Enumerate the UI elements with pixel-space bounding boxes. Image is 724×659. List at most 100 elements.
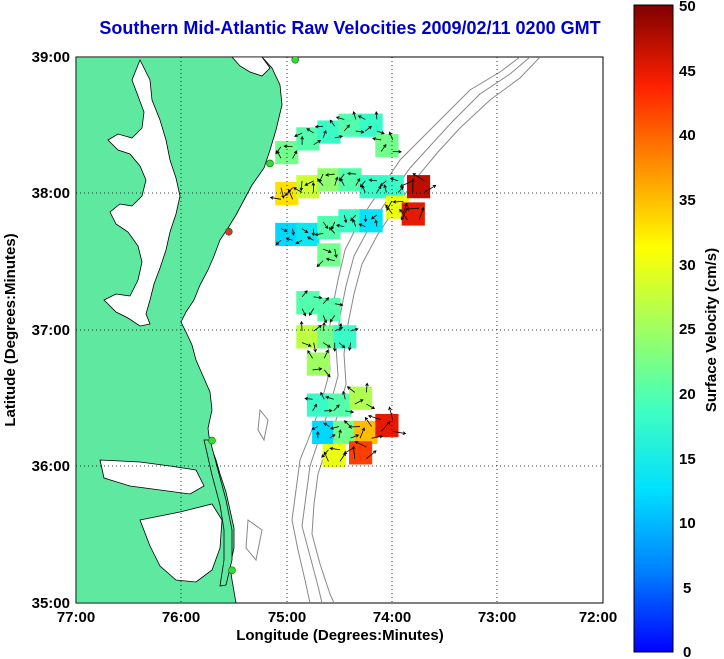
x-tick-label: 77:00 <box>57 609 95 626</box>
velocity-cell <box>406 175 431 199</box>
colorbar-tick-label: 10 <box>679 515 696 532</box>
velocity-vector <box>354 399 364 405</box>
velocity-vector <box>323 349 329 359</box>
velocity-vector <box>294 132 303 138</box>
velocity-vector <box>313 139 322 146</box>
velocity-vector <box>292 150 298 159</box>
velocity-vector <box>374 111 379 120</box>
velocity-vector <box>329 434 336 439</box>
velocity-cell <box>338 113 362 137</box>
velocity-vector <box>323 451 329 462</box>
velocity-vector <box>352 110 357 120</box>
velocity-vector <box>280 187 285 199</box>
x-axis-label: Longitude (Degrees:Minutes) <box>236 627 444 644</box>
velocity-vector <box>316 430 320 439</box>
velocity-vector <box>309 308 315 317</box>
velocity-vector <box>304 396 313 401</box>
pamlico-sound <box>139 503 223 583</box>
velocity-vector <box>412 173 425 182</box>
velocity-vector <box>285 237 293 241</box>
velocity-vector <box>358 223 366 227</box>
velocity-vector <box>418 206 425 220</box>
velocity-vector <box>323 369 331 378</box>
velocity-vector <box>332 342 337 352</box>
velocity-vector <box>348 342 352 351</box>
velocity-vector <box>333 404 340 412</box>
velocity-vector <box>325 173 335 177</box>
velocity-cell <box>312 420 336 444</box>
velocity-vector <box>330 221 336 230</box>
colorbar-gradient <box>633 4 674 653</box>
velocity-vector <box>376 185 382 193</box>
velocity-cell <box>338 209 362 233</box>
velocity-cell <box>348 441 373 465</box>
velocity-vector <box>411 178 415 193</box>
velocity-vector <box>334 249 338 259</box>
radar-station-marker <box>225 227 233 236</box>
velocity-vector <box>323 422 330 427</box>
velocity-vector <box>334 302 344 307</box>
velocity-vector <box>343 214 348 224</box>
velocity-vector <box>312 367 323 371</box>
velocity-vector <box>383 184 387 193</box>
colorbar-tick-label: 35 <box>679 192 696 209</box>
velocity-vector <box>322 321 326 332</box>
velocity-vector <box>400 207 408 221</box>
velocity-vector <box>390 177 399 182</box>
velocity-vector <box>355 130 365 134</box>
velocity-cell <box>327 393 352 417</box>
y-axis: 39:00 38:00 37:00 36:00 35:00 Latitude (… <box>2 49 70 612</box>
velocity-vector <box>405 207 420 211</box>
velocity-vector <box>354 441 367 448</box>
velocity-vector <box>343 420 351 427</box>
map-title: Southern Mid-Atlantic Raw Velocities 200… <box>99 18 601 38</box>
colorbar-tick-label: 20 <box>679 386 696 403</box>
velocity-cell <box>333 420 357 444</box>
velocity-vector <box>399 180 413 187</box>
velocity-vector <box>345 410 355 414</box>
velocity-vector <box>313 324 322 332</box>
velocity-vector <box>350 434 360 439</box>
velocity-vector <box>314 124 324 129</box>
velocity-vector <box>300 135 304 145</box>
x-tick-label: 73:00 <box>478 609 516 626</box>
velocity-vector <box>366 403 376 410</box>
velocity-vector <box>283 144 293 149</box>
y-tick-label: 39:00 <box>32 49 70 66</box>
velocity-vector <box>324 408 333 413</box>
velocity-vector <box>306 128 314 134</box>
radar-station-marker <box>291 57 300 64</box>
velocity-vector <box>352 218 357 227</box>
velocity-vector <box>304 180 314 186</box>
x-tick-label: 74:00 <box>373 609 411 626</box>
velocity-vector <box>314 232 324 237</box>
velocity-vector <box>335 116 345 120</box>
velocity-vector <box>313 295 323 300</box>
outer-banks <box>203 439 233 587</box>
velocity-vector <box>295 239 303 245</box>
radar-station-marker <box>208 436 216 445</box>
velocity-vector <box>329 119 336 127</box>
velocity-vector <box>346 386 356 393</box>
velocity-vector <box>338 429 342 439</box>
velocity-vector <box>322 221 329 230</box>
velocity-vector <box>311 426 319 430</box>
velocity-vector <box>367 414 382 421</box>
radar-stations <box>208 57 300 575</box>
velocity-cell <box>317 168 341 192</box>
velocity-vector <box>338 322 343 332</box>
velocity-vector <box>301 342 312 347</box>
velocity-vector <box>357 115 366 120</box>
y-tick-label: 37:00 <box>32 322 70 339</box>
velocity-vector <box>343 124 350 132</box>
velocity-vector <box>361 184 366 193</box>
velocity-vector <box>334 135 344 139</box>
velocity-vector <box>299 180 304 192</box>
colorbar-tick-label: 50 <box>679 0 696 15</box>
velocity-vector <box>306 236 314 241</box>
velocity-cell <box>333 325 357 349</box>
velocity-vector <box>301 290 308 298</box>
velocity-vector <box>363 214 368 223</box>
velocity-vector <box>365 382 369 393</box>
colorbar: 50 45 40 35 30 25 20 15 10 5 0 Surface V… <box>633 0 720 659</box>
